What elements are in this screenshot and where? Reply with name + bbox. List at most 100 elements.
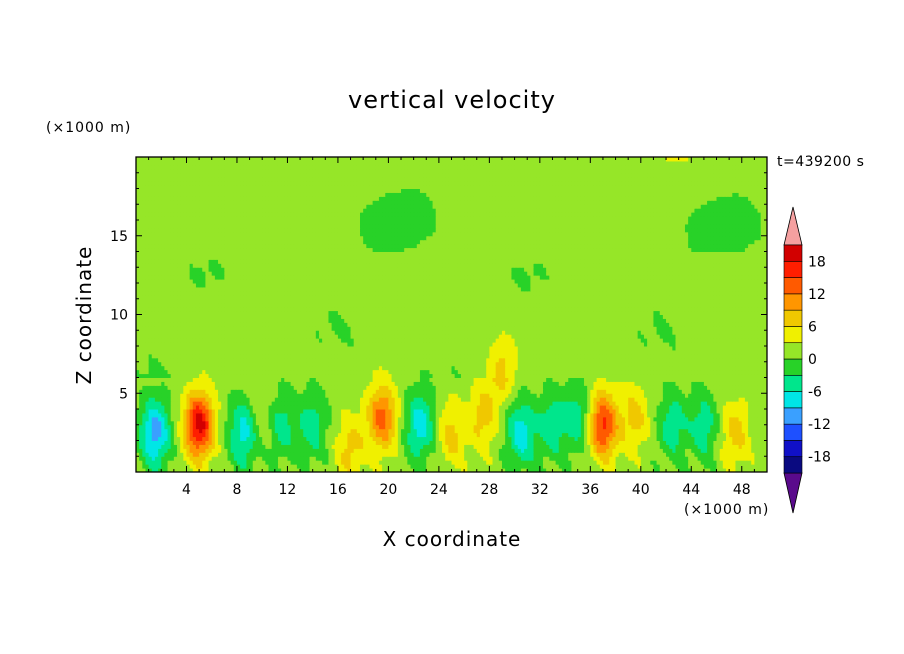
contour-cell xyxy=(454,412,459,418)
contour-cell xyxy=(189,436,194,441)
contour-cell xyxy=(451,397,456,402)
contour-cell xyxy=(240,456,244,461)
contour-cell xyxy=(426,440,430,445)
contour-cell xyxy=(401,420,405,426)
contour-cell xyxy=(249,373,254,378)
contour-cell xyxy=(347,377,352,382)
contour-cell xyxy=(640,416,645,422)
contour-cell xyxy=(483,412,487,418)
contour-cell xyxy=(571,424,576,430)
contour-cell xyxy=(309,436,314,441)
contour-cell xyxy=(527,420,531,426)
contour-cell xyxy=(498,393,503,398)
contour-cell xyxy=(445,401,449,406)
contour-cell xyxy=(186,393,191,398)
contour-cell xyxy=(498,444,503,449)
contour-cell xyxy=(277,424,282,430)
contour-cell xyxy=(284,401,288,406)
contour-cell xyxy=(397,393,402,398)
contour-cell xyxy=(716,468,721,472)
contour-cell xyxy=(546,424,550,430)
contour-cell xyxy=(536,381,541,386)
contour-cell xyxy=(666,381,670,386)
contour-cell xyxy=(328,440,333,445)
contour-cell xyxy=(306,377,311,382)
contour-cell xyxy=(666,405,670,410)
contour-cell xyxy=(757,436,762,441)
contour-cell xyxy=(312,405,317,410)
contour-cell xyxy=(337,464,342,469)
contour-cell xyxy=(318,456,323,461)
contour-cell xyxy=(328,420,333,426)
contour-cell xyxy=(476,393,481,398)
contour-cell xyxy=(246,436,251,441)
contour-cell xyxy=(558,373,563,378)
contour-cell xyxy=(385,452,389,457)
contour-cell xyxy=(640,432,645,438)
contour-cell xyxy=(722,393,727,398)
contour-cell xyxy=(716,448,721,453)
contour-cell xyxy=(322,409,326,414)
contour-cell xyxy=(274,468,279,472)
contour-cell xyxy=(287,464,292,469)
contour-cell xyxy=(423,468,427,472)
contour-cell xyxy=(669,468,673,472)
contour-cell xyxy=(372,377,377,382)
contour-cell xyxy=(290,456,295,461)
contour-cell xyxy=(492,377,497,382)
contour-cell xyxy=(744,432,749,438)
contour-cell xyxy=(161,397,165,402)
contour-cell xyxy=(287,409,292,414)
contour-cell xyxy=(643,393,648,398)
contour-cell xyxy=(407,381,411,386)
contour-cell xyxy=(205,385,210,390)
contour-cell xyxy=(161,464,165,469)
contour-cell xyxy=(479,416,484,422)
contour-cell xyxy=(483,468,487,472)
contour-cell xyxy=(318,385,323,390)
contour-cell xyxy=(246,440,251,445)
contour-cell xyxy=(754,444,759,449)
contour-cell xyxy=(612,420,617,426)
contour-cell xyxy=(142,416,146,422)
contour-cell xyxy=(429,424,434,430)
contour-cell xyxy=(246,412,251,418)
contour-cell xyxy=(255,444,260,449)
contour-cell xyxy=(631,460,635,465)
contour-cell xyxy=(167,405,172,410)
contour-cell xyxy=(309,464,314,469)
contour-cell xyxy=(378,424,383,430)
contour-cell xyxy=(505,456,509,461)
contour-cell xyxy=(634,412,639,418)
contour-cell xyxy=(498,377,503,382)
contour-cell xyxy=(637,428,642,434)
contour-cell xyxy=(634,424,639,430)
contour-cell xyxy=(429,389,434,394)
contour-cell xyxy=(707,440,711,445)
contour-cell xyxy=(628,440,632,445)
contour-cell xyxy=(486,456,490,461)
contour-cell xyxy=(353,381,358,386)
contour-cell xyxy=(230,460,235,465)
contour-cell xyxy=(318,377,323,382)
contour-cell xyxy=(318,381,323,386)
contour-cell xyxy=(277,444,282,449)
contour-cell xyxy=(656,401,661,406)
contour-cell xyxy=(369,452,374,457)
contour-cell xyxy=(344,389,348,394)
contour-cell xyxy=(517,401,522,406)
contour-cell xyxy=(748,428,752,434)
contour-cell xyxy=(419,381,424,386)
contour-cell xyxy=(662,432,667,438)
contour-cell xyxy=(495,416,500,422)
contour-cell xyxy=(186,444,191,449)
contour-cell xyxy=(716,412,721,418)
contour-cell xyxy=(303,424,307,430)
contour-cell xyxy=(520,420,525,426)
contour-cell xyxy=(205,381,210,386)
contour-cell xyxy=(609,424,613,430)
contour-cell xyxy=(325,377,329,382)
contour-cell xyxy=(536,468,541,472)
contour-cell xyxy=(590,385,594,390)
contour-cell xyxy=(659,385,664,390)
